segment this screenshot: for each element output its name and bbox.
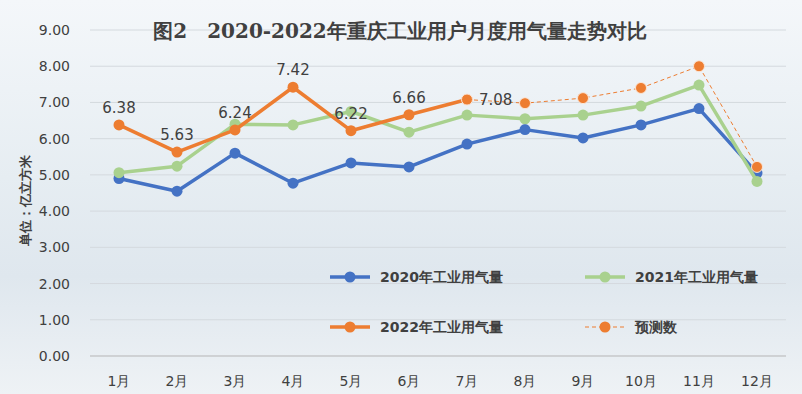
y-tick-label: 9.00 bbox=[39, 22, 70, 38]
y-tick-label: 0.00 bbox=[39, 348, 70, 364]
series-marker bbox=[172, 147, 183, 158]
series-marker bbox=[578, 132, 589, 143]
legend-label: 2021年工业用气量 bbox=[635, 269, 758, 285]
grid-line bbox=[90, 102, 786, 103]
chart: 0.00 1.00 2.00 3.00 4.00 5.00 6.00 7.00 8.00 9.00… bbox=[0, 0, 802, 394]
x-tick-label: 1月 bbox=[108, 373, 131, 389]
series-marker bbox=[404, 161, 415, 172]
grid-line bbox=[90, 66, 786, 67]
x-tick-label: 8月 bbox=[514, 373, 537, 389]
series-line bbox=[467, 66, 757, 167]
chart-background: 0.00 1.00 2.00 3.00 4.00 5.00 6.00 7.00 8.00 9.00… bbox=[0, 0, 802, 394]
series-marker bbox=[288, 119, 299, 130]
data-label: 7.08 bbox=[479, 91, 512, 109]
y-tick-label: 8.00 bbox=[39, 58, 70, 74]
legend-marker bbox=[345, 272, 356, 283]
data-label: 6.24 bbox=[218, 104, 251, 122]
series-marker bbox=[520, 113, 531, 124]
series-marker bbox=[288, 178, 299, 189]
y-tick-label: 3.00 bbox=[39, 239, 70, 255]
series-marker bbox=[752, 176, 763, 187]
series-marker bbox=[694, 61, 705, 72]
series-marker bbox=[636, 82, 647, 93]
series-marker bbox=[462, 110, 473, 121]
series-line bbox=[119, 87, 467, 152]
data-labels: 6.38 5.63 6.24 7.42 6.22 6.66 7.08 bbox=[102, 61, 512, 144]
series-marker bbox=[230, 124, 241, 135]
series-marker bbox=[520, 124, 531, 135]
series-marker bbox=[694, 80, 705, 91]
legend-label: 2022年工业用气量 bbox=[380, 319, 503, 335]
x-axis-line bbox=[90, 356, 786, 357]
data-label: 6.66 bbox=[392, 89, 425, 107]
series-marker bbox=[752, 161, 763, 172]
legend-marker bbox=[600, 322, 611, 333]
x-tick-label: 3月 bbox=[224, 373, 247, 389]
x-tick-label: 9月 bbox=[572, 373, 595, 389]
grid-line bbox=[90, 211, 786, 212]
x-tick-label: 11月 bbox=[683, 373, 715, 389]
data-label: 7.42 bbox=[276, 61, 309, 79]
series-marker bbox=[462, 139, 473, 150]
legend-marker bbox=[345, 322, 356, 333]
legend-label: 2020年工业用气量 bbox=[380, 269, 503, 285]
legend-label: 预测数 bbox=[634, 319, 678, 335]
y-axis-label: 单位：亿立方米 bbox=[18, 154, 33, 247]
series-marker bbox=[462, 94, 473, 105]
grid-line bbox=[90, 174, 786, 175]
y-tick-label: 4.00 bbox=[39, 203, 70, 219]
plot-area bbox=[114, 61, 763, 197]
series-line bbox=[119, 109, 757, 192]
series-marker bbox=[172, 186, 183, 197]
legend-marker bbox=[600, 272, 611, 283]
x-tick-label: 4月 bbox=[282, 373, 305, 389]
x-tick-label: 12月 bbox=[741, 373, 773, 389]
x-tick-label: 7月 bbox=[456, 373, 479, 389]
series-marker bbox=[288, 82, 299, 93]
series-marker bbox=[114, 167, 125, 178]
data-label: 5.63 bbox=[160, 126, 193, 144]
y-tick-label: 7.00 bbox=[39, 94, 70, 110]
data-label: 6.22 bbox=[334, 105, 367, 123]
series-marker bbox=[172, 161, 183, 172]
grid-line bbox=[90, 356, 786, 357]
series-marker bbox=[520, 98, 531, 109]
series-marker bbox=[114, 119, 125, 130]
series-marker bbox=[578, 110, 589, 121]
series-marker bbox=[346, 125, 357, 136]
chart-title: 图2 2020-2022年重庆工业用户月度用气量走势对比 bbox=[153, 19, 647, 43]
series-marker bbox=[230, 148, 241, 159]
series-marker bbox=[636, 101, 647, 112]
series-line bbox=[119, 85, 757, 181]
y-tick-label: 5.00 bbox=[39, 167, 70, 183]
y-tick-label: 1.00 bbox=[39, 312, 70, 328]
x-tick-label: 6月 bbox=[398, 373, 421, 389]
series-marker bbox=[578, 93, 589, 104]
series-marker bbox=[346, 157, 357, 168]
y-tick-label: 2.00 bbox=[39, 276, 70, 292]
series-marker bbox=[694, 103, 705, 114]
series-marker bbox=[462, 94, 473, 105]
x-tick-label: 5月 bbox=[340, 373, 363, 389]
grid-line bbox=[90, 247, 786, 248]
series-marker bbox=[636, 119, 647, 130]
grid-line bbox=[90, 138, 786, 139]
x-tick-label: 2月 bbox=[166, 373, 189, 389]
y-tick-label: 6.00 bbox=[39, 131, 70, 147]
series-marker bbox=[404, 127, 415, 138]
data-label: 6.38 bbox=[102, 99, 135, 117]
x-tick-label: 10月 bbox=[625, 373, 657, 389]
series-marker bbox=[404, 109, 415, 120]
